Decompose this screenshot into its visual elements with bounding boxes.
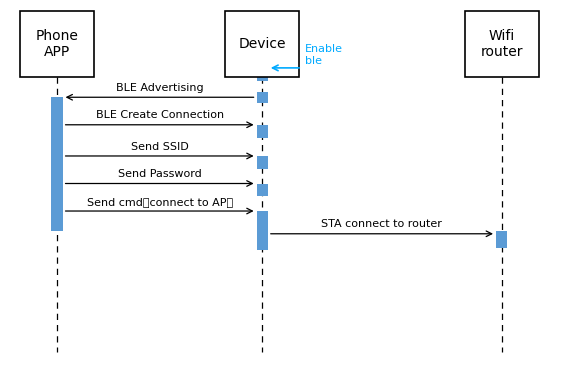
- Text: Send cmd（connect to AP）: Send cmd（connect to AP）: [87, 197, 233, 207]
- Text: Send SSID: Send SSID: [131, 142, 189, 152]
- Text: Wifi
router: Wifi router: [481, 29, 523, 59]
- Bar: [256, 55, 268, 81]
- Text: Device: Device: [238, 37, 286, 51]
- Text: Send Password: Send Password: [118, 169, 201, 179]
- Text: Enable
ble: Enable ble: [305, 44, 343, 66]
- Bar: [51, 211, 63, 223]
- Bar: [256, 211, 268, 250]
- Bar: [256, 184, 268, 196]
- Bar: [51, 156, 63, 167]
- Text: STA connect to router: STA connect to router: [321, 219, 442, 229]
- Bar: [496, 231, 507, 248]
- Text: BLE Advertising: BLE Advertising: [116, 83, 203, 93]
- Bar: [256, 92, 268, 103]
- Bar: [225, 11, 299, 77]
- Bar: [20, 11, 94, 77]
- Bar: [256, 125, 268, 138]
- Bar: [465, 11, 539, 77]
- Text: BLE Create Connection: BLE Create Connection: [96, 110, 223, 120]
- Bar: [256, 156, 268, 169]
- Bar: [51, 97, 63, 231]
- Bar: [51, 184, 63, 195]
- Text: Phone
APP: Phone APP: [35, 29, 79, 59]
